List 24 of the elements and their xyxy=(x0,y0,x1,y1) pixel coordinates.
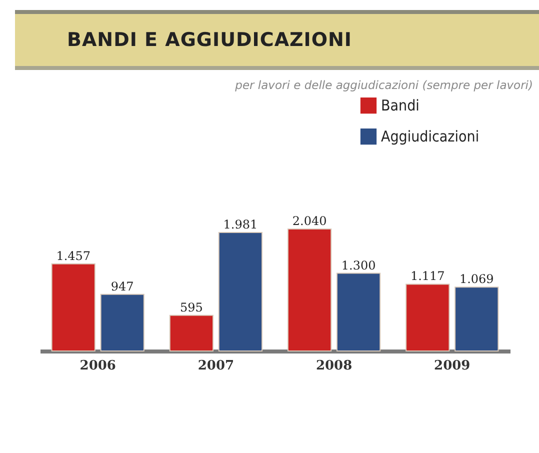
data-label: 1.457 xyxy=(56,248,91,263)
data-label: 947 xyxy=(110,279,134,294)
data-label: 2.040 xyxy=(292,214,327,228)
chart-subtitle: per lavori e delle aggiudicazioni (sempre per lavori) xyxy=(234,78,533,92)
data-label: 1.981 xyxy=(223,218,258,232)
x-tick-label: 2006 xyxy=(80,358,116,374)
x-tick-label: 2009 xyxy=(434,358,470,374)
bar xyxy=(100,294,144,352)
bar xyxy=(406,284,450,352)
bar xyxy=(169,314,214,352)
data-label: 595 xyxy=(180,300,203,314)
legend-label: Bandi xyxy=(381,96,420,114)
x-tick-label: 2008 xyxy=(316,358,352,374)
legend-label: Aggiudicazioni xyxy=(381,128,480,146)
bar xyxy=(287,228,332,352)
bar xyxy=(218,232,263,352)
data-label: 1.069 xyxy=(459,272,494,286)
data-label: 1.300 xyxy=(341,258,376,272)
bar xyxy=(454,286,499,352)
data-label: 1.117 xyxy=(410,269,445,284)
bar xyxy=(51,263,96,352)
chart-title: BANDI E AGGIUDICAZIONI xyxy=(67,29,352,51)
bar xyxy=(336,272,381,352)
x-tick-label: 2007 xyxy=(198,358,234,374)
